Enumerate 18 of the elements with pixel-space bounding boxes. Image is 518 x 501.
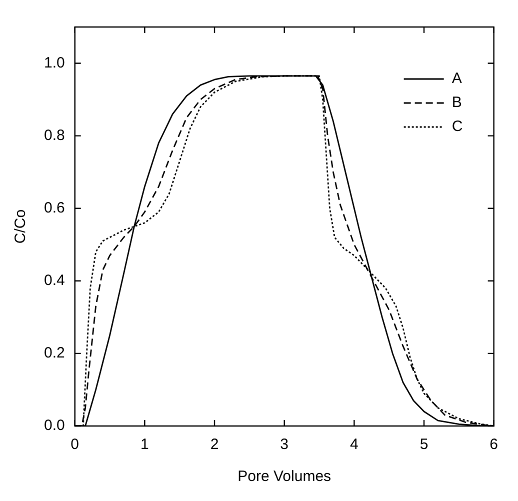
x-tick-label: 0	[70, 436, 80, 454]
x-tick-label: 2	[210, 436, 219, 454]
y-tick-label: 0.8	[44, 126, 65, 144]
y-tick-label: 0.0	[44, 417, 65, 434]
x-tick-label: 4	[350, 436, 358, 454]
y-tick-label: 1.0	[44, 54, 65, 72]
x-tick-label: 5	[420, 436, 428, 454]
y-tick-label: 0.2	[44, 344, 65, 362]
y-axis-title: C/Co	[12, 209, 30, 244]
x-tick-label: 3	[280, 436, 289, 454]
legend-label: C	[452, 118, 463, 136]
y-tick-label: 0.6	[44, 200, 65, 217]
legend-label: B	[452, 94, 462, 112]
x-tick-label: 6	[490, 436, 498, 454]
legend-label: A	[452, 70, 462, 88]
x-tick-label: 1	[140, 436, 149, 454]
y-tick-label: 0.4	[44, 272, 65, 290]
x-axis-title: Pore Volumes	[238, 468, 332, 486]
